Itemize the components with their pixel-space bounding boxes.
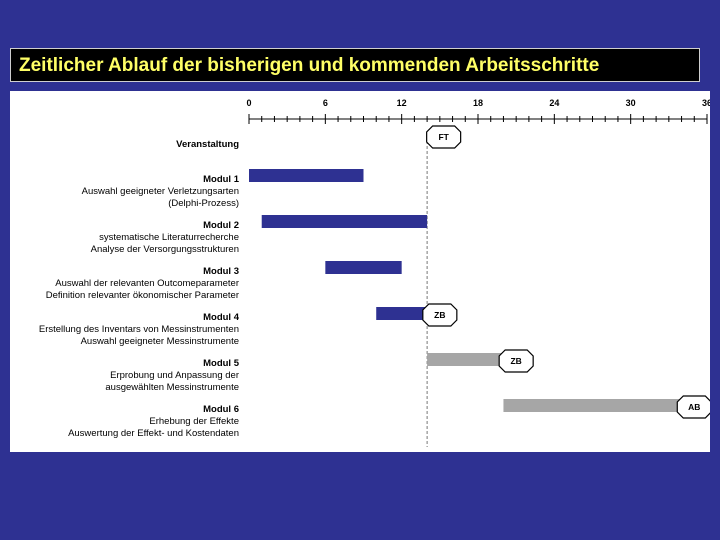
row-title: Modul 1 (203, 174, 240, 185)
row-label-line: (Delphi-Prozess) (168, 198, 239, 209)
row-label-line: Auswahl der relevanten Outcomeparameter (55, 278, 239, 289)
row-title: Modul 5 (203, 358, 240, 369)
row-label-line: Auswertung der Effekt- und Kostendaten (68, 428, 239, 439)
row-label-line: Erstellung des Inventars von Messinstrum… (39, 324, 239, 335)
row-title: Modul 4 (203, 312, 240, 323)
row-label-line: systematische Literaturrecherche (99, 232, 239, 243)
row-label-line: Erprobung und Anpassung der (110, 370, 239, 381)
title-box: Zeitlicher Ablauf der bisherigen und kom… (10, 48, 700, 82)
x-tick-label: 18 (473, 98, 483, 108)
x-tick-label: 30 (626, 98, 636, 108)
milestone-badge (676, 395, 710, 419)
row-title: Modul 2 (203, 220, 239, 231)
milestone-badge (426, 125, 462, 149)
gantt-chart-panel: 0 6 12 18 24 30 36 Veranstaltung Modul 1 Auswahl … (10, 91, 710, 452)
row-title: Veranstaltung (176, 139, 239, 150)
x-tick-label: 12 (397, 98, 407, 108)
planned-bar (503, 399, 682, 412)
x-tick-label: 24 (549, 98, 559, 108)
completed-bar (325, 261, 402, 274)
row-title: Modul 6 (203, 404, 239, 415)
completed-bar (261, 215, 428, 228)
milestone-badge (422, 303, 458, 327)
completed-bar (249, 169, 364, 182)
milestone-badge (498, 349, 534, 373)
row-label-line: Erhebung der Effekte (149, 416, 239, 427)
x-tick-label: 0 (246, 98, 251, 108)
x-tick-label: 6 (323, 98, 328, 108)
milestone-label: ZB (510, 356, 521, 366)
row-label-line: Auswahl geeigneter Verletzungsarten (82, 186, 239, 197)
row-label-line: Auswahl geeigneter Messinstrumente (81, 336, 239, 347)
planned-bar (427, 353, 504, 366)
slide-title: Zeitlicher Ablauf der bisherigen und kom… (19, 55, 600, 76)
milestone-label: AB (688, 402, 700, 412)
milestone-label: ZB (434, 310, 445, 320)
completed-bar (376, 307, 428, 320)
row-label-line: ausgewählten Messinstrumente (105, 382, 239, 393)
row-label-line: Definition relevanter ökonomischer Param… (46, 290, 239, 301)
x-tick-label: 36 (702, 98, 710, 108)
row-title: Modul 3 (203, 266, 239, 277)
milestone-label: FT (438, 132, 449, 142)
row-label-line: Analyse der Versorgungsstrukturen (91, 244, 239, 255)
